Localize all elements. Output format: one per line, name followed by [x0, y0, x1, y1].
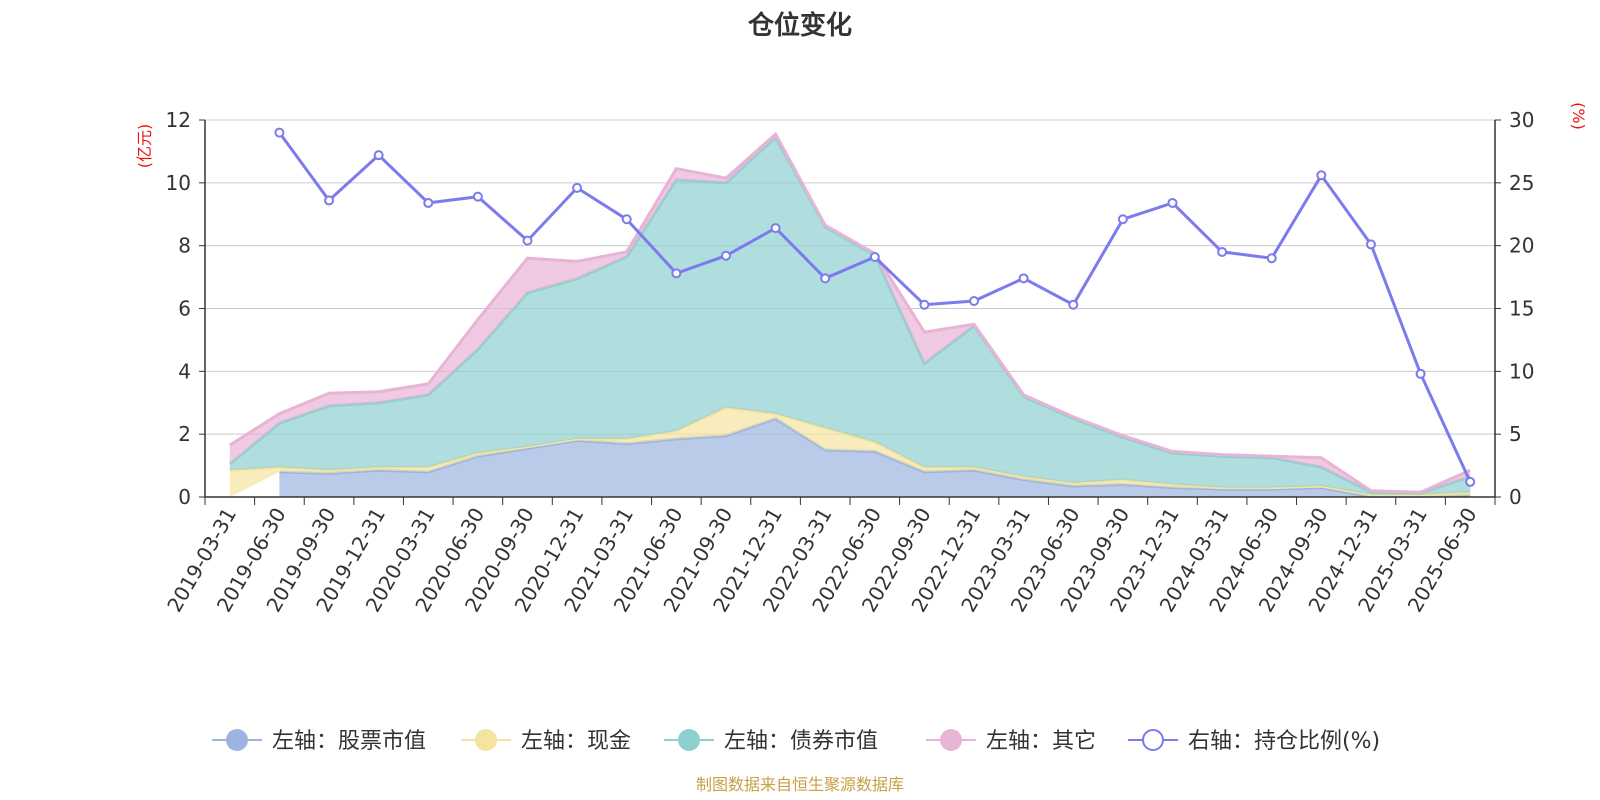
- legend-other[interactable]: 左轴：其它: [926, 729, 1096, 754]
- ratio-point: [969, 295, 980, 306]
- left-tick-label: 8: [178, 234, 191, 258]
- bond-value-area: [229, 137, 1471, 495]
- ratio-point: [621, 214, 632, 225]
- legend-label: 左轴：债券市值: [724, 729, 878, 754]
- ratio-point: [820, 273, 831, 284]
- right-axis-unit: (%): [1569, 102, 1588, 130]
- legend-marker: [475, 729, 497, 751]
- left-tick-label: 10: [166, 171, 191, 195]
- ratio-point: [522, 235, 533, 246]
- ratio-point: [1117, 214, 1128, 225]
- ratio-point: [423, 197, 434, 208]
- ratio-point: [869, 251, 880, 262]
- ratio-point: [324, 195, 335, 206]
- ratio-point: [1365, 239, 1376, 250]
- ratio-point: [1217, 246, 1228, 257]
- ratio-point: [919, 299, 930, 310]
- legend-marker: [940, 729, 962, 751]
- legend-label: 左轴：其它: [986, 729, 1096, 754]
- right-tick-label: 20: [1509, 234, 1534, 258]
- left-tick-label: 2: [178, 422, 191, 446]
- ratio-point: [1316, 170, 1327, 181]
- stacked-areas: [228, 131, 1471, 498]
- legend-label: 左轴：股票市值: [272, 729, 426, 754]
- legend: 左轴：股票市值 左轴：现金 左轴：债券市值 左轴：其它 右轴：持仓比例(%): [212, 729, 1380, 754]
- ratio-point: [1415, 368, 1426, 379]
- other-area-edge: [228, 131, 1471, 494]
- ratio-point: [720, 250, 731, 261]
- ratio-point: [770, 223, 781, 234]
- left-tick-label: 6: [178, 297, 191, 321]
- ratio-point: [1465, 476, 1476, 487]
- ratio-point: [274, 127, 285, 138]
- right-tick-label: 25: [1509, 171, 1534, 195]
- legend-cash[interactable]: 左轴：现金: [461, 729, 631, 754]
- right-tick-label: 10: [1509, 359, 1534, 383]
- legend-stock-value[interactable]: 左轴：股票市值: [212, 729, 426, 754]
- left-tick-label: 12: [166, 108, 191, 132]
- legend-marker: [678, 729, 700, 751]
- chart-title: 仓位变化: [747, 10, 852, 41]
- right-tick-label: 0: [1509, 485, 1522, 509]
- right-tick-label: 30: [1509, 108, 1534, 132]
- ratio-point: [572, 182, 583, 193]
- ratio-point: [1167, 197, 1178, 208]
- ratio-point: [1068, 299, 1079, 310]
- ratio-point: [472, 191, 483, 202]
- left-axis-unit: (亿元): [135, 124, 154, 169]
- left-tick-label: 4: [178, 359, 191, 383]
- ratio-point: [373, 150, 384, 161]
- ratio-point: [1266, 253, 1277, 264]
- ratio-point: [1018, 273, 1029, 284]
- source-note: 制图数据来自恒生聚源数据库: [696, 775, 904, 794]
- legend-marker: [1142, 729, 1164, 751]
- legend-bond-value[interactable]: 左轴：债券市值: [664, 729, 878, 754]
- right-tick-label: 15: [1509, 297, 1534, 321]
- legend-label: 左轴：现金: [521, 729, 631, 754]
- stock-value-area: [279, 418, 1471, 497]
- legend-ratio[interactable]: 右轴：持仓比例(%): [1128, 729, 1380, 754]
- legend-marker: [226, 729, 248, 751]
- legend-label: 右轴：持仓比例(%): [1188, 729, 1380, 754]
- left-tick-label: 0: [178, 485, 191, 509]
- ratio-point: [671, 268, 682, 279]
- ratio-line: [274, 127, 1476, 487]
- right-tick-label: 5: [1509, 422, 1522, 446]
